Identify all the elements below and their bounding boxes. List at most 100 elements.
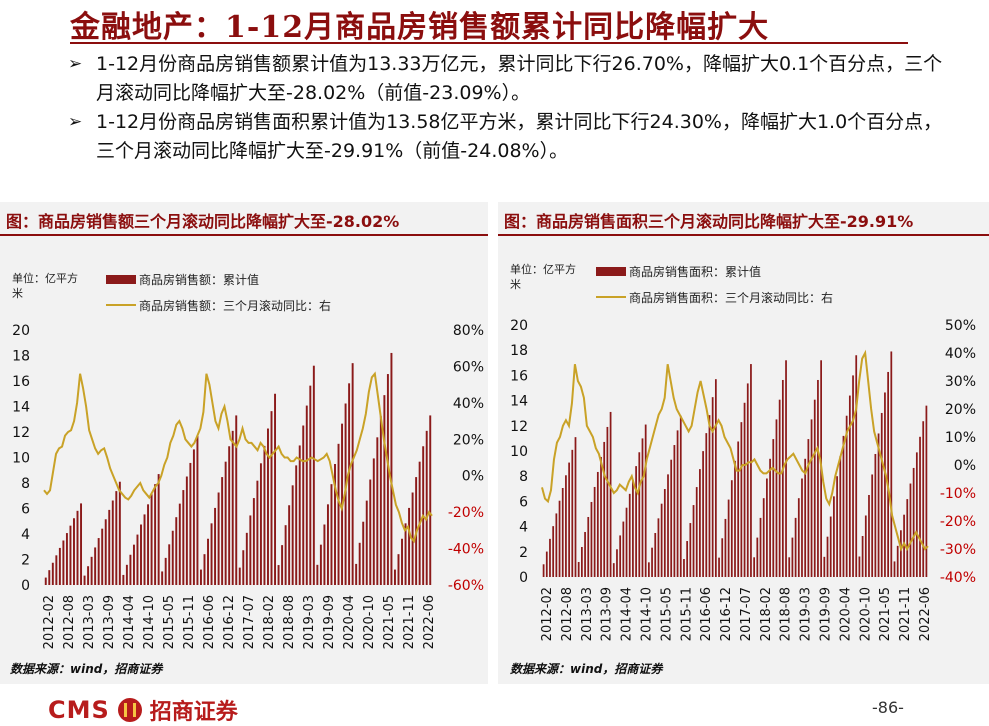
company-logo: CMS 招商证券: [48, 694, 238, 726]
bar: [855, 355, 858, 577]
bar: [714, 379, 717, 577]
bar: [150, 494, 153, 585]
bar: [663, 489, 666, 577]
x-tick-label: 2015-05: [659, 587, 674, 641]
bar: [270, 411, 273, 585]
bar: [376, 437, 379, 585]
arrow-bullet-icon: ➢: [68, 112, 83, 132]
y-right-tick-label: 40%: [945, 346, 976, 362]
bar: [797, 498, 800, 577]
bar: [330, 484, 333, 585]
bar: [868, 494, 870, 577]
bar: [97, 538, 100, 585]
bar: [724, 518, 727, 577]
y-right-tick-label: 20%: [945, 402, 976, 418]
legend-line-label: 商品房销售额：三个月滚动同比：右: [139, 298, 331, 313]
bar: [737, 441, 740, 577]
bar: [683, 559, 685, 577]
y-left-tick-label: 20: [510, 318, 528, 334]
y-right-tick-label: -40%: [448, 542, 484, 558]
bar: [766, 478, 768, 577]
bar: [62, 540, 65, 585]
y-left-tick-label: 18: [12, 349, 30, 365]
page-number: -86-: [872, 698, 904, 717]
bar: [565, 475, 567, 577]
bar: [641, 438, 644, 577]
x-tick-label: 2020-10: [858, 587, 873, 641]
bar: [807, 439, 810, 577]
bar: [606, 426, 609, 577]
bar: [429, 415, 432, 585]
bar: [826, 536, 829, 577]
bar: [69, 525, 72, 585]
data-source: 数据来源：wind，招商证券: [510, 662, 663, 676]
bar: [842, 435, 845, 577]
bullet-sales-amount: ➢ 1-12月份商品房销售额累计值为13.33万亿元，累计同比下行26.70%，…: [66, 50, 946, 108]
bar: [55, 555, 58, 585]
bar: [192, 449, 195, 585]
y-left-tick-label: 10: [510, 444, 528, 460]
bar: [101, 528, 104, 585]
bar: [702, 451, 704, 577]
bar: [785, 360, 787, 577]
unit-label: 米: [510, 278, 521, 291]
x-tick-label: 2020-04: [838, 587, 853, 641]
bar: [654, 533, 657, 577]
x-tick-label: 2015-05: [162, 595, 177, 649]
bar: [900, 530, 902, 577]
bar: [695, 487, 698, 577]
y-right-tick-label: -20%: [940, 514, 976, 530]
bar: [83, 575, 86, 585]
bar: [196, 435, 199, 585]
bar: [861, 535, 864, 577]
x-tick-label: 2019-09: [322, 595, 337, 649]
unit-label: 米: [12, 287, 23, 300]
bar: [679, 415, 682, 577]
bar: [132, 544, 135, 585]
chart-title-rule: [498, 234, 989, 236]
bar: [351, 363, 354, 585]
x-tick-label: 2012-02: [540, 587, 555, 641]
unit-label: 单位：亿平方: [12, 271, 78, 285]
bar: [228, 446, 231, 585]
bar: [647, 562, 650, 577]
bar: [90, 556, 93, 585]
bar: [545, 551, 548, 577]
bar: [185, 476, 188, 585]
bar: [210, 523, 213, 585]
y-right-tick-label: -20%: [448, 505, 484, 521]
x-tick-label: 2018-02: [262, 595, 277, 649]
bar: [302, 425, 305, 585]
bar: [58, 547, 61, 585]
chart-title-rule: [0, 234, 488, 236]
x-tick-label: 2012-08: [560, 587, 575, 641]
x-tick-label: 2021-11: [402, 595, 417, 649]
x-tick-label: 2017-07: [242, 595, 257, 649]
x-tick-label: 2013-03: [580, 587, 595, 641]
bar: [593, 486, 596, 577]
bar: [635, 466, 637, 577]
bar: [571, 449, 574, 577]
bar: [890, 351, 893, 577]
unit-label: 单位：亿平方: [510, 262, 576, 276]
bar: [622, 521, 625, 577]
bar: [51, 562, 54, 585]
bar: [277, 565, 280, 585]
bar: [619, 535, 622, 577]
bar: [769, 458, 771, 577]
y-left-tick-label: 12: [510, 419, 528, 435]
bar: [845, 415, 848, 577]
bar: [217, 492, 220, 585]
bar: [734, 460, 736, 577]
x-tick-label: 2018-08: [282, 595, 297, 649]
bar: [274, 393, 277, 585]
y-right-tick-label: -40%: [940, 570, 976, 586]
y-left-tick-label: 0: [21, 578, 30, 594]
bar: [625, 507, 628, 577]
bar: [612, 563, 615, 577]
bar: [337, 443, 340, 585]
bar: [298, 445, 301, 585]
bar: [896, 545, 899, 577]
arrow-bullet-icon: ➢: [68, 54, 83, 74]
bar: [372, 458, 375, 585]
